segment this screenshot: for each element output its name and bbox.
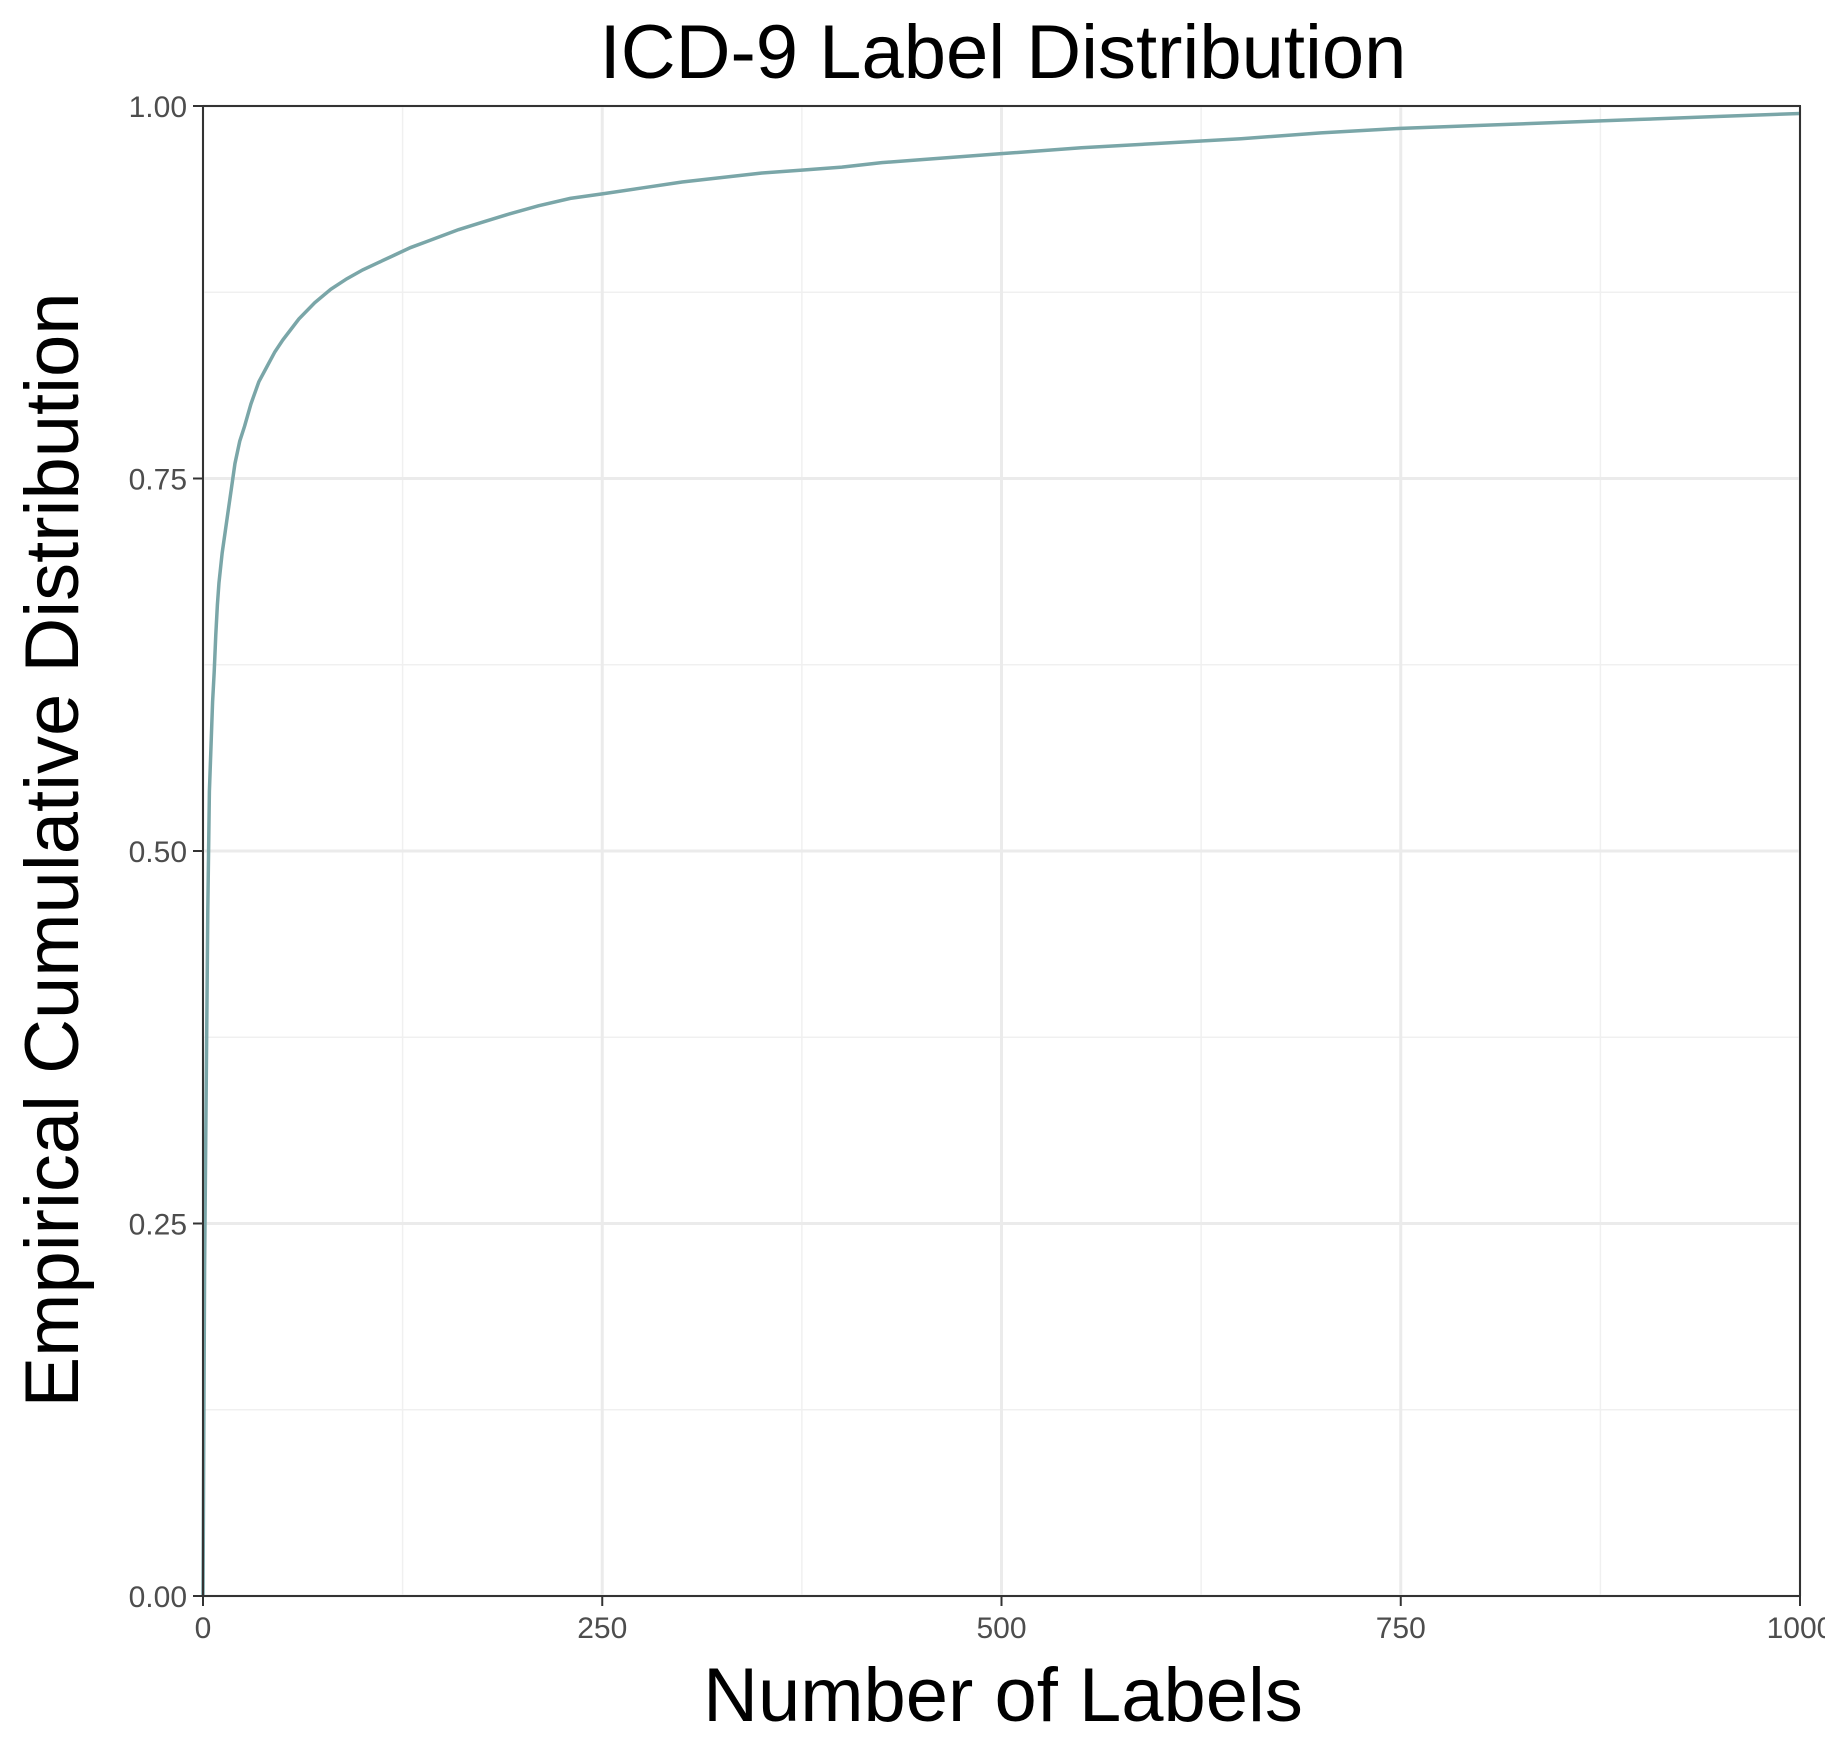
y-axis-title: Empirical Cumulative Distribution bbox=[10, 292, 95, 1407]
x-tick-label: 750 bbox=[1376, 1612, 1426, 1645]
y-tick-label: 0.25 bbox=[129, 1209, 187, 1242]
x-axis-title: Number of Labels bbox=[703, 1653, 1303, 1738]
x-tick-label: 0 bbox=[195, 1612, 212, 1645]
grid bbox=[201, 104, 1802, 1598]
y-tick-label: 0.50 bbox=[129, 836, 187, 869]
x-tick-label: 250 bbox=[577, 1612, 627, 1645]
series-line bbox=[201, 111, 1801, 1597]
y-tick-label: 0.00 bbox=[129, 1581, 187, 1614]
y-tick-label: 0.75 bbox=[129, 464, 187, 497]
y-tick-label: 1.00 bbox=[129, 91, 187, 124]
chart-title: ICD-9 Label Distribution bbox=[600, 10, 1407, 95]
x-tick-label: 500 bbox=[976, 1612, 1026, 1645]
